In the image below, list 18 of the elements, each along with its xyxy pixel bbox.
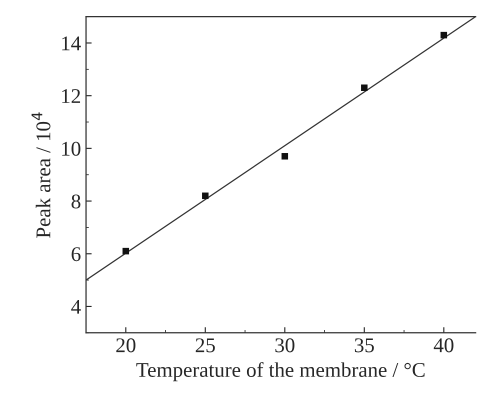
x-axis-title: Temperature of the membrane / °C [136, 362, 425, 382]
y-tick-label: 8 [72, 194, 80, 208]
point [361, 84, 368, 92]
y-tick-label: 14 [62, 36, 81, 50]
x-tick-label: 20 [116, 338, 136, 352]
y-axis-title: Peak area / 10$^{4}$ [32, 112, 50, 238]
x-tick-label: 30 [275, 338, 294, 352]
y-tick-label: 12 [62, 89, 80, 103]
y-tick-label: 10 [62, 142, 80, 156]
x-tick-label: 35 [354, 338, 374, 352]
y-tick-label: 6 [72, 247, 81, 262]
point [440, 32, 448, 38]
x-tick-label: 40 [434, 338, 454, 352]
y-tick-label: 4 [71, 300, 81, 314]
point [202, 192, 209, 200]
x-tick-label: 25 [196, 338, 215, 352]
point [282, 153, 288, 160]
point [122, 248, 130, 254]
